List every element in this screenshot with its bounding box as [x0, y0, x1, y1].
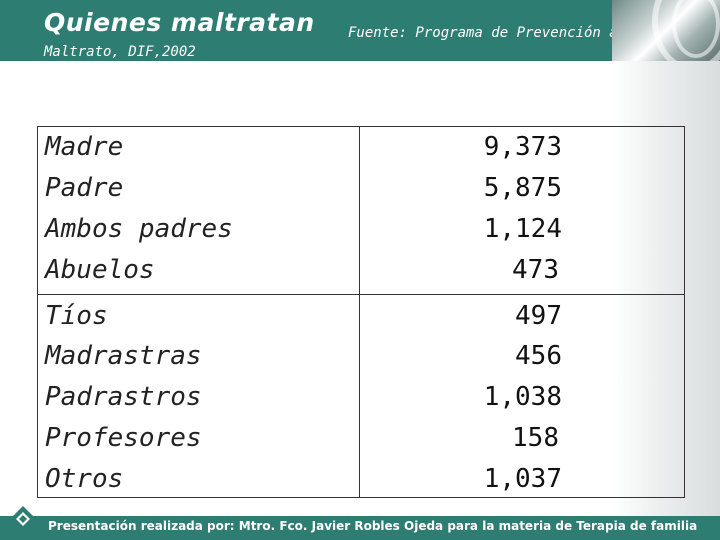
table-row-divider	[38, 294, 684, 295]
diamond-logo-icon	[10, 506, 36, 532]
footer-bar: Presentación realizada por: Mtro. Fco. J…	[0, 516, 720, 540]
table-row-label: Abuelos	[45, 255, 155, 285]
table-row-value: 1,037	[483, 464, 562, 494]
table-row-value: 158	[512, 423, 559, 453]
table-column-divider	[359, 127, 360, 497]
table-row-label: Ambos padres	[45, 214, 233, 244]
abusers-table: Madre 9,373 Padre 5,875 Ambos padres 1,1…	[37, 126, 685, 498]
table-row-value: 456	[515, 341, 562, 371]
table-row-label: Otros	[45, 464, 124, 494]
footer-credit: Presentación realizada por: Mtro. Fco. J…	[48, 519, 698, 533]
source-line-1: Fuente: Programa de Prevención al	[348, 25, 627, 41]
table-row-label: Profesores	[45, 423, 202, 453]
table-row-value: 5,875	[483, 173, 562, 203]
header-decorative-image	[612, 0, 720, 61]
table-row-label: Padre	[45, 173, 124, 203]
table-row-value: 1,124	[483, 214, 562, 244]
table-row-label: Tíos	[45, 301, 108, 331]
header-bar: Quienes maltratan Fuente: Programa de Pr…	[0, 0, 626, 61]
slide-title: Quienes maltratan	[44, 8, 315, 37]
table-row-label: Madre	[45, 132, 124, 162]
table-row-label: Padrastros	[45, 382, 202, 412]
table-row-value: 497	[515, 301, 562, 331]
sidebar-gradient	[612, 61, 720, 516]
table-row-value: 473	[512, 255, 559, 285]
table-row-value: 9,373	[483, 132, 562, 162]
table-row-value: 1,038	[483, 382, 562, 412]
source-line-2: Maltrato, DIF,2002	[44, 44, 196, 60]
table-row-label: Madrastras	[45, 341, 202, 371]
